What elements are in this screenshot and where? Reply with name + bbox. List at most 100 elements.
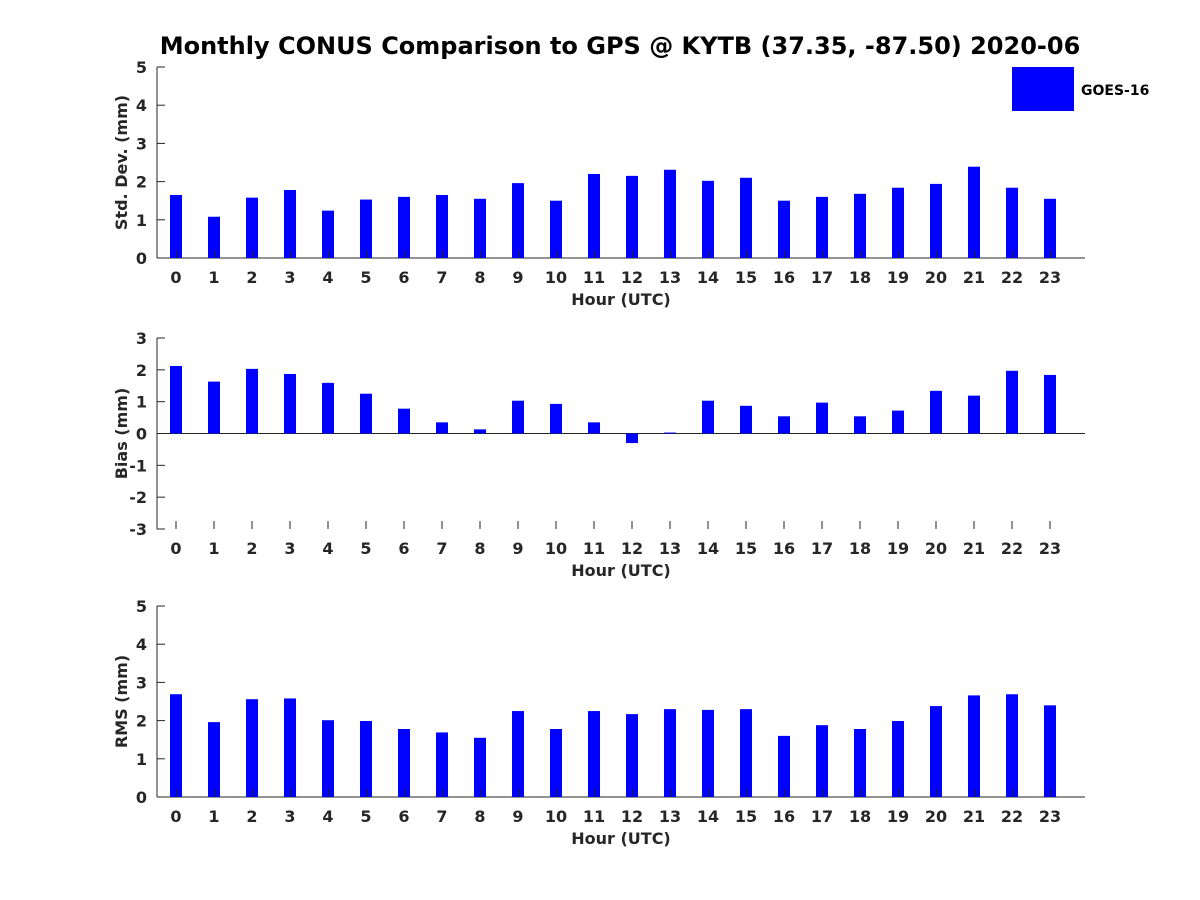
y-axis-label: RMS (mm) [112, 655, 131, 748]
x-tick-label: 2 [246, 268, 257, 287]
bar [284, 373, 296, 434]
bar [436, 732, 448, 797]
x-tick-label: 17 [811, 807, 833, 826]
bar [550, 403, 562, 434]
y-axis-label: Std. Dev. (mm) [112, 95, 131, 230]
bar [436, 194, 448, 258]
x-tick-label: 8 [474, 807, 485, 826]
x-tick-label: 18 [849, 268, 871, 287]
bar [512, 711, 524, 797]
x-tick-label: 15 [735, 539, 757, 558]
bar [664, 432, 676, 434]
x-tick-label: 14 [697, 539, 719, 558]
bar [170, 194, 182, 258]
bar [778, 735, 790, 797]
bar [740, 405, 752, 434]
x-tick-label: 16 [773, 268, 795, 287]
bar [664, 709, 676, 797]
x-tick-label: 11 [583, 539, 605, 558]
x-tick-label: 1 [208, 807, 219, 826]
x-tick-label: 19 [887, 539, 909, 558]
y-tick-label: 4 [136, 635, 147, 654]
x-tick-label: 9 [512, 268, 523, 287]
bar [702, 180, 714, 258]
bar [702, 709, 714, 797]
bar [626, 433, 638, 444]
bar [740, 177, 752, 258]
bar [398, 729, 410, 797]
bar [170, 694, 182, 797]
x-tick-label: 12 [621, 268, 643, 287]
x-tick-label: 23 [1039, 268, 1061, 287]
x-tick-label: 5 [360, 268, 371, 287]
bar [854, 729, 866, 797]
bar [360, 720, 372, 797]
x-tick-label: 0 [170, 807, 181, 826]
bar [550, 729, 562, 797]
x-tick-label: 16 [773, 539, 795, 558]
x-axis-label: Hour (UTC) [571, 290, 671, 309]
bar [208, 722, 220, 797]
bar [930, 706, 942, 797]
x-tick-label: 7 [436, 268, 447, 287]
bar [816, 196, 828, 258]
bar [284, 190, 296, 258]
x-tick-label: 2 [246, 807, 257, 826]
x-tick-label: 15 [735, 268, 757, 287]
legend: GOES-16 [1012, 67, 1149, 111]
y-tick-label: 3 [136, 134, 147, 153]
x-tick-label: 4 [322, 268, 333, 287]
bar [968, 695, 980, 797]
x-tick-label: 19 [887, 807, 909, 826]
bar [702, 400, 714, 434]
bar [626, 714, 638, 797]
bar [474, 737, 486, 797]
x-tick-label: 18 [849, 807, 871, 826]
bar [322, 210, 334, 258]
bar [892, 187, 904, 258]
x-tick-label: 22 [1001, 539, 1023, 558]
y-tick-label: 3 [136, 329, 147, 348]
bar [550, 200, 562, 258]
x-tick-label: 3 [284, 539, 295, 558]
x-tick-label: 6 [398, 539, 409, 558]
x-tick-label: 20 [925, 807, 947, 826]
bar [816, 725, 828, 797]
bar [1044, 705, 1056, 797]
bar [360, 393, 372, 434]
x-tick-label: 21 [963, 807, 985, 826]
bar [322, 382, 334, 434]
bar [778, 416, 790, 434]
bar [626, 175, 638, 258]
bar [1006, 694, 1018, 797]
y-tick-label: 1 [136, 393, 147, 412]
bar [208, 216, 220, 258]
chart-title: Monthly CONUS Comparison to GPS @ KYTB (… [160, 32, 1081, 60]
x-axis-label: Hour (UTC) [571, 829, 671, 848]
bar [854, 416, 866, 434]
bar [512, 400, 524, 434]
y-tick-label: 5 [136, 597, 147, 616]
bar [284, 698, 296, 797]
x-axis-label: Hour (UTC) [571, 561, 671, 580]
bar [170, 366, 182, 434]
x-tick-label: 0 [170, 539, 181, 558]
x-tick-label: 10 [545, 807, 567, 826]
y-tick-label: -3 [129, 520, 147, 539]
y-tick-label: 1 [136, 750, 147, 769]
x-tick-label: 23 [1039, 807, 1061, 826]
x-tick-label: 21 [963, 268, 985, 287]
x-tick-label: 23 [1039, 539, 1061, 558]
bar [1044, 198, 1056, 258]
y-tick-label: -2 [129, 488, 147, 507]
y-tick-label: 4 [136, 96, 147, 115]
bar [322, 720, 334, 797]
x-tick-label: 0 [170, 268, 181, 287]
bar [588, 711, 600, 797]
y-tick-label: 2 [136, 361, 147, 380]
bar [208, 381, 220, 434]
bar [892, 410, 904, 434]
x-tick-label: 8 [474, 539, 485, 558]
